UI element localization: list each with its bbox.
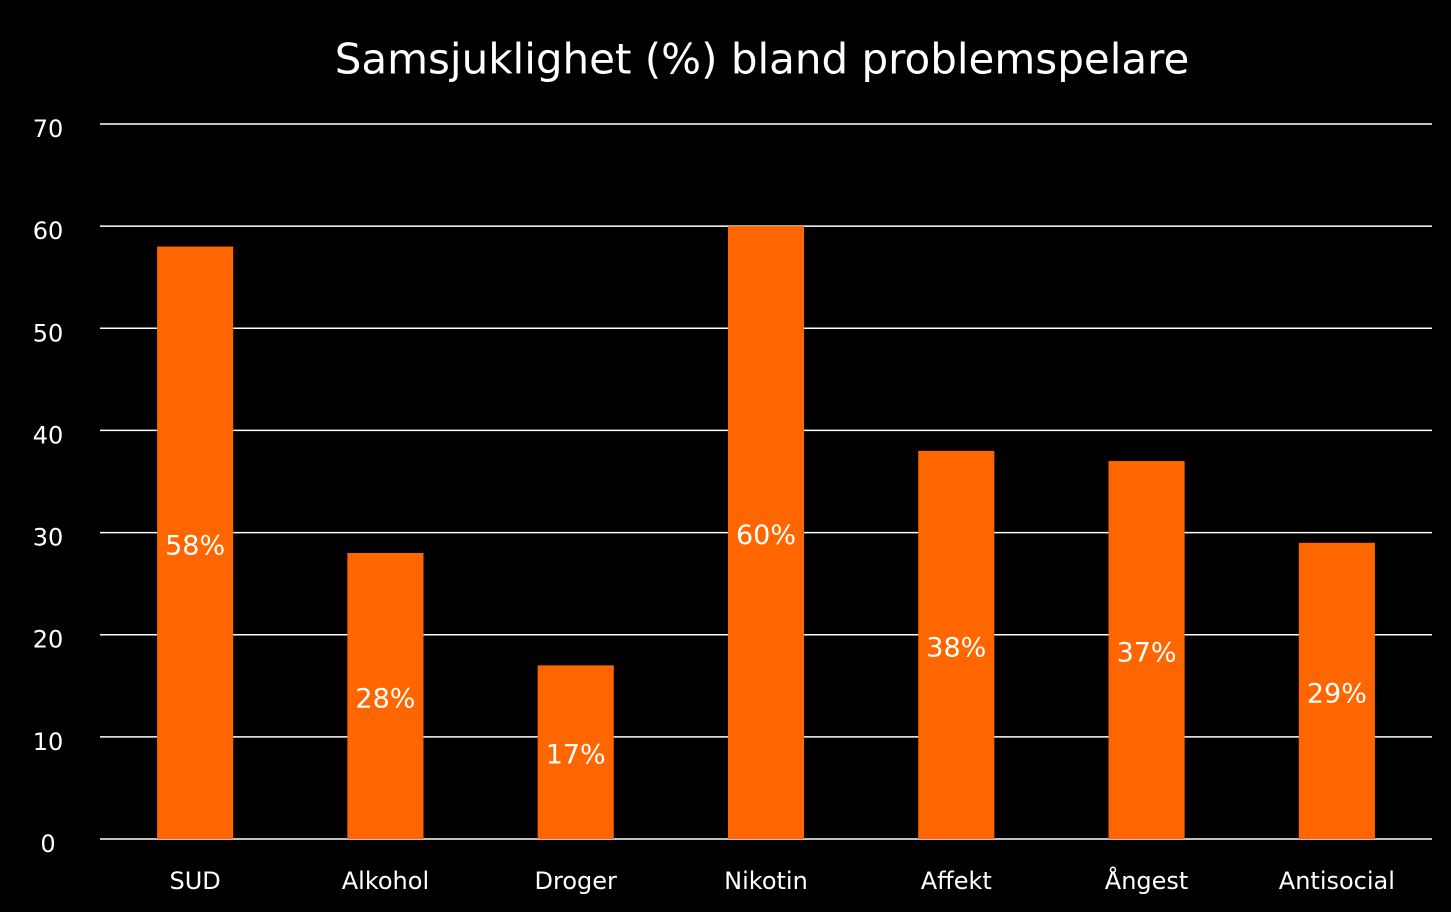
y-tick-label: 20 <box>33 626 64 654</box>
bar <box>537 665 614 839</box>
data-label: 60% <box>736 520 796 551</box>
x-tick-label: Affekt <box>921 867 992 895</box>
x-tick-label: SUD <box>170 867 221 895</box>
data-label: 28% <box>355 684 415 715</box>
y-tick-label: 30 <box>33 524 64 552</box>
x-tick-label: Droger <box>535 867 618 895</box>
x-tick-label: Nikotin <box>724 867 808 895</box>
data-label: 37% <box>1117 638 1177 669</box>
bar <box>157 246 234 840</box>
y-tick-label: 10 <box>33 728 64 756</box>
bar <box>727 226 805 840</box>
bar <box>918 450 995 839</box>
y-tick-label: 0 <box>40 830 55 858</box>
bar <box>1108 461 1185 839</box>
bar <box>1298 542 1375 839</box>
bar <box>347 553 424 839</box>
data-label: 17% <box>546 740 606 771</box>
x-tick-label: Ångest <box>1105 866 1189 895</box>
y-tick-label: 40 <box>33 421 64 449</box>
x-tick-label: Antisocial <box>1279 867 1395 895</box>
y-tick-label: 70 <box>33 115 64 143</box>
data-label: 58% <box>165 530 225 561</box>
y-tick-label: 50 <box>33 319 64 347</box>
x-tick-label: Alkohol <box>342 867 429 895</box>
data-label: 29% <box>1307 678 1367 709</box>
chart-title: Samsjuklighet (%) bland problemspelare <box>335 35 1190 84</box>
y-tick-label: 60 <box>33 217 64 245</box>
data-label: 38% <box>926 632 986 663</box>
